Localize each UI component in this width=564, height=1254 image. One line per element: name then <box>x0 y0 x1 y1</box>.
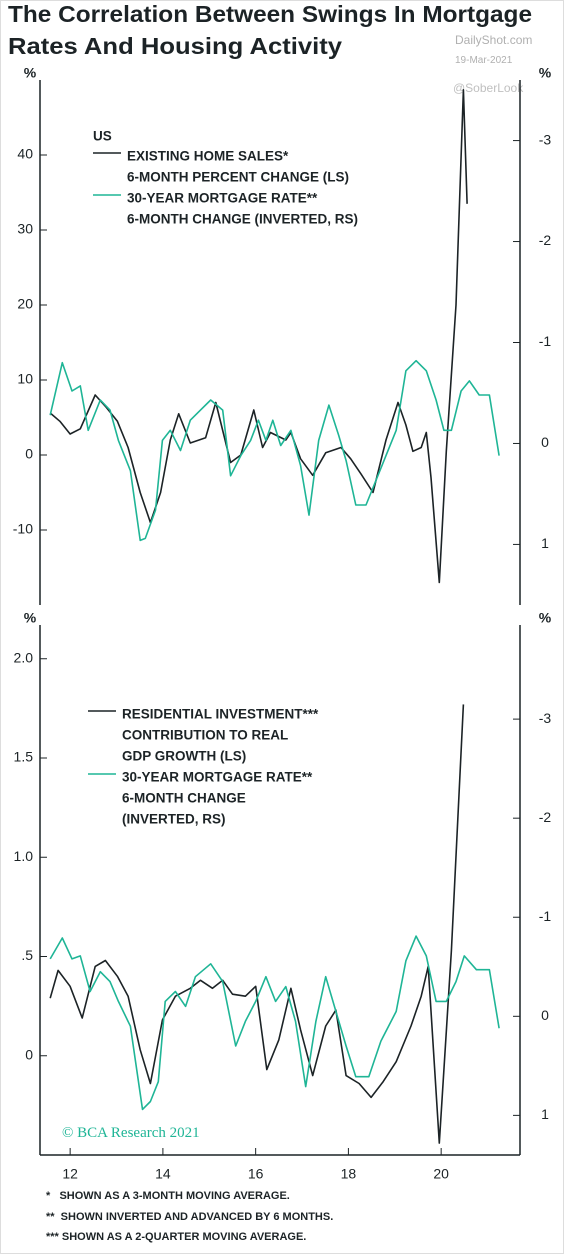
title-line: Rates And Housing Activity <box>8 33 342 59</box>
y2-tick-label: -1 <box>539 908 552 924</box>
y2-tick-label: -2 <box>539 809 552 825</box>
y-tick-label: 0 <box>25 446 33 462</box>
series-line <box>49 935 500 1111</box>
y-tick-label: 40 <box>17 146 33 162</box>
source-handle: @SoberLook <box>453 81 524 95</box>
y2-tick-label: -3 <box>539 710 552 726</box>
legend-title: US <box>93 129 112 144</box>
legend-label: GDP GROWTH (LS) <box>122 749 246 764</box>
x-tick-label: 12 <box>62 1166 78 1182</box>
y-tick-label: 10 <box>17 371 33 387</box>
y2-tick-label: 0 <box>541 1007 549 1023</box>
x-tick-label: 18 <box>341 1166 357 1182</box>
x-tick-label: 20 <box>433 1166 449 1182</box>
y-tick-label: .5 <box>21 947 33 963</box>
legend-label: EXISTING HOME SALES* <box>127 149 289 164</box>
y-tick-label: 30 <box>17 221 33 237</box>
source-site: DailyShot.com <box>455 33 532 47</box>
legend-label: 30-YEAR MORTGAGE RATE** <box>122 770 313 785</box>
y-tick-label: 1.5 <box>14 749 34 765</box>
y2-tick-label: -2 <box>539 232 552 248</box>
x-tick-label: 14 <box>155 1166 171 1182</box>
copyright: © BCA Research 2021 <box>62 1125 200 1141</box>
y2-tick-label: 1 <box>541 1106 549 1122</box>
legend-label: 6-MONTH PERCENT CHANGE (LS) <box>127 170 349 185</box>
y-tick-label: 1.0 <box>14 848 34 864</box>
footnote: * SHOWN AS A 3-MONTH MOVING AVERAGE. <box>46 1190 290 1202</box>
footnote: ** SHOWN INVERTED AND ADVANCED BY 6 MONT… <box>46 1211 333 1223</box>
y2-tick-label: 1 <box>541 535 549 551</box>
source-date: 19-Mar-2021 <box>455 55 513 66</box>
legend-label: 6-MONTH CHANGE <box>122 791 246 806</box>
legend-label: RESIDENTIAL INVESTMENT*** <box>122 707 319 722</box>
y2-tick-label: 0 <box>541 434 549 450</box>
x-tick-label: 16 <box>248 1166 264 1182</box>
title-line: The Correlation Between Swings In Mortga… <box>8 1 532 27</box>
y-tick-label: -10 <box>13 521 33 537</box>
y-tick-label: 20 <box>17 296 33 312</box>
y-axis-unit: % <box>24 610 37 626</box>
y2-tick-label: -1 <box>539 333 552 349</box>
y-tick-label: 0 <box>25 1046 33 1062</box>
y2-tick-label: -3 <box>539 131 552 147</box>
legend-label: CONTRIBUTION TO REAL <box>122 728 288 743</box>
footnote: *** SHOWN AS A 2-QUARTER MOVING AVERAGE. <box>46 1231 306 1243</box>
series-line <box>49 359 500 542</box>
legend-label: (INVERTED, RS) <box>122 812 226 827</box>
legend-label: 6-MONTH CHANGE (INVERTED, RS) <box>127 212 358 227</box>
legend-label: 30-YEAR MORTGAGE RATE** <box>127 191 318 206</box>
y2-axis-unit: % <box>539 65 552 81</box>
series-line <box>49 704 465 1144</box>
y2-axis-unit: % <box>539 610 552 626</box>
y-axis-unit: % <box>24 65 37 81</box>
y-tick-label: 2.0 <box>14 649 34 665</box>
